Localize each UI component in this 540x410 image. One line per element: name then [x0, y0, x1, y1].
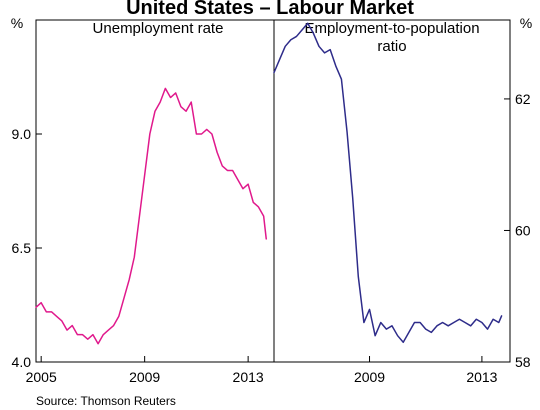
panel-title-unemployment: Unemployment rate [93, 20, 224, 37]
left-y-tick-label: 4.0 [12, 354, 32, 370]
left-x-tick-label: 2013 [233, 369, 264, 385]
panel-title-employment-line-2: ratio [377, 38, 406, 55]
right-axis-unit: % [520, 15, 532, 31]
plot-frame [35, 19, 511, 363]
left-y-tick-label: 9.0 [12, 126, 32, 142]
source-note: Source: Thomson Reuters [36, 394, 176, 408]
right-x-tick-label: 2009 [354, 369, 385, 385]
series-line-employment-to-population-ratio [273, 22, 503, 344]
series-line-unemployment-rate [35, 87, 267, 345]
right-y-tick-label: 58 [515, 354, 531, 370]
ticks-group: 4.0 6.5 9.0 58 60 62 2005 2009 2013 2009 2013 [12, 91, 531, 385]
right-x-tick-label: 2013 [466, 369, 497, 385]
right-y-tick-label: 60 [515, 222, 531, 238]
left-y-tick-label: 6.5 [12, 240, 32, 256]
left-x-tick-label: 2005 [26, 369, 57, 385]
right-y-tick-label: 62 [515, 91, 531, 107]
chart-title: United States – Labour Market [126, 0, 414, 19]
left-axis-unit: % [11, 15, 23, 31]
panel-title-employment-line-1: Employment-to-population [304, 20, 479, 37]
left-x-tick-label: 2009 [129, 369, 160, 385]
